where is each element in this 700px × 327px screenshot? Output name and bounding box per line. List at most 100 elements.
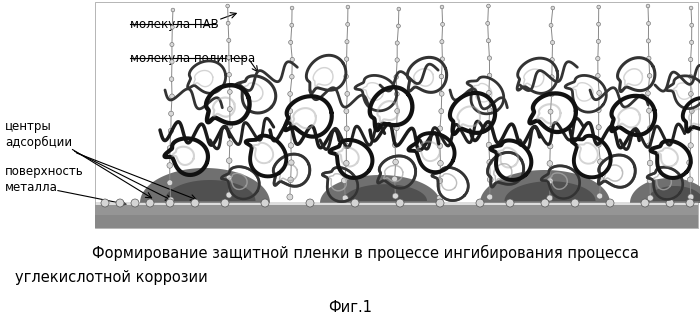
Circle shape bbox=[437, 178, 442, 183]
Circle shape bbox=[344, 74, 349, 79]
Circle shape bbox=[689, 57, 693, 62]
Text: поверхность
металла: поверхность металла bbox=[5, 165, 84, 194]
Circle shape bbox=[597, 5, 601, 9]
Circle shape bbox=[288, 92, 293, 96]
Circle shape bbox=[288, 160, 294, 165]
Circle shape bbox=[598, 159, 603, 164]
Circle shape bbox=[688, 143, 694, 148]
Circle shape bbox=[440, 57, 444, 61]
Circle shape bbox=[440, 5, 444, 9]
Circle shape bbox=[440, 40, 444, 44]
Circle shape bbox=[487, 56, 491, 60]
Circle shape bbox=[686, 199, 694, 207]
Circle shape bbox=[395, 109, 400, 113]
Circle shape bbox=[550, 92, 554, 97]
Circle shape bbox=[226, 4, 230, 8]
Circle shape bbox=[288, 40, 293, 44]
Circle shape bbox=[393, 193, 398, 199]
Circle shape bbox=[597, 91, 601, 95]
Circle shape bbox=[167, 146, 173, 151]
Polygon shape bbox=[647, 186, 700, 201]
Circle shape bbox=[690, 109, 694, 113]
Circle shape bbox=[351, 199, 359, 207]
Circle shape bbox=[226, 158, 232, 164]
Circle shape bbox=[598, 176, 603, 182]
Circle shape bbox=[344, 126, 349, 131]
Circle shape bbox=[288, 177, 293, 183]
Circle shape bbox=[394, 75, 398, 79]
Circle shape bbox=[397, 7, 400, 11]
Circle shape bbox=[440, 92, 444, 96]
Circle shape bbox=[395, 92, 399, 96]
Circle shape bbox=[287, 194, 293, 200]
Circle shape bbox=[687, 160, 692, 165]
Circle shape bbox=[191, 199, 199, 207]
Circle shape bbox=[486, 194, 493, 200]
Polygon shape bbox=[140, 168, 270, 203]
Circle shape bbox=[646, 4, 650, 8]
Circle shape bbox=[228, 107, 232, 112]
Circle shape bbox=[486, 91, 491, 95]
Circle shape bbox=[487, 177, 493, 182]
Text: Формирование защитной пленки в процессе ингибирования процесса: Формирование защитной пленки в процессе … bbox=[92, 245, 638, 261]
Circle shape bbox=[647, 108, 652, 113]
Circle shape bbox=[342, 195, 348, 201]
Circle shape bbox=[487, 160, 492, 165]
Polygon shape bbox=[505, 181, 596, 201]
Circle shape bbox=[606, 199, 614, 207]
Polygon shape bbox=[480, 170, 610, 203]
Circle shape bbox=[228, 124, 232, 129]
Circle shape bbox=[166, 199, 174, 207]
Circle shape bbox=[550, 58, 554, 62]
Circle shape bbox=[345, 92, 349, 96]
Circle shape bbox=[227, 73, 232, 77]
Circle shape bbox=[439, 74, 444, 79]
Text: молекула полимера: молекула полимера bbox=[130, 52, 255, 65]
Circle shape bbox=[394, 126, 399, 130]
Circle shape bbox=[596, 39, 601, 43]
Circle shape bbox=[550, 75, 554, 79]
Circle shape bbox=[548, 109, 553, 114]
Circle shape bbox=[290, 75, 294, 79]
Circle shape bbox=[116, 199, 124, 207]
Circle shape bbox=[439, 109, 444, 114]
Text: Фиг.1: Фиг.1 bbox=[328, 300, 372, 315]
Circle shape bbox=[395, 41, 399, 45]
Circle shape bbox=[647, 178, 653, 183]
Polygon shape bbox=[343, 184, 427, 201]
Circle shape bbox=[226, 192, 232, 198]
Circle shape bbox=[170, 43, 174, 47]
Circle shape bbox=[648, 126, 652, 131]
Circle shape bbox=[438, 143, 442, 148]
Circle shape bbox=[596, 125, 601, 130]
Circle shape bbox=[549, 23, 553, 27]
Circle shape bbox=[548, 126, 554, 131]
Circle shape bbox=[647, 22, 650, 26]
Circle shape bbox=[541, 199, 549, 207]
Text: углекислотной коррозии: углекислотной коррозии bbox=[15, 270, 208, 285]
Circle shape bbox=[290, 6, 294, 10]
Circle shape bbox=[393, 159, 398, 165]
Circle shape bbox=[690, 6, 693, 10]
Circle shape bbox=[228, 90, 232, 94]
Circle shape bbox=[690, 40, 694, 44]
Circle shape bbox=[345, 40, 349, 44]
Circle shape bbox=[171, 8, 175, 12]
Polygon shape bbox=[164, 180, 256, 201]
Circle shape bbox=[226, 21, 230, 25]
Circle shape bbox=[438, 161, 443, 166]
Circle shape bbox=[487, 73, 492, 78]
Circle shape bbox=[146, 199, 154, 207]
Circle shape bbox=[645, 91, 650, 96]
Circle shape bbox=[396, 24, 400, 28]
Circle shape bbox=[170, 60, 174, 64]
Circle shape bbox=[506, 199, 514, 207]
Circle shape bbox=[647, 56, 651, 60]
Circle shape bbox=[344, 161, 349, 166]
Circle shape bbox=[306, 199, 314, 207]
Circle shape bbox=[646, 39, 650, 43]
Polygon shape bbox=[630, 178, 700, 203]
Circle shape bbox=[169, 77, 174, 81]
Circle shape bbox=[227, 38, 231, 43]
Circle shape bbox=[547, 161, 552, 166]
